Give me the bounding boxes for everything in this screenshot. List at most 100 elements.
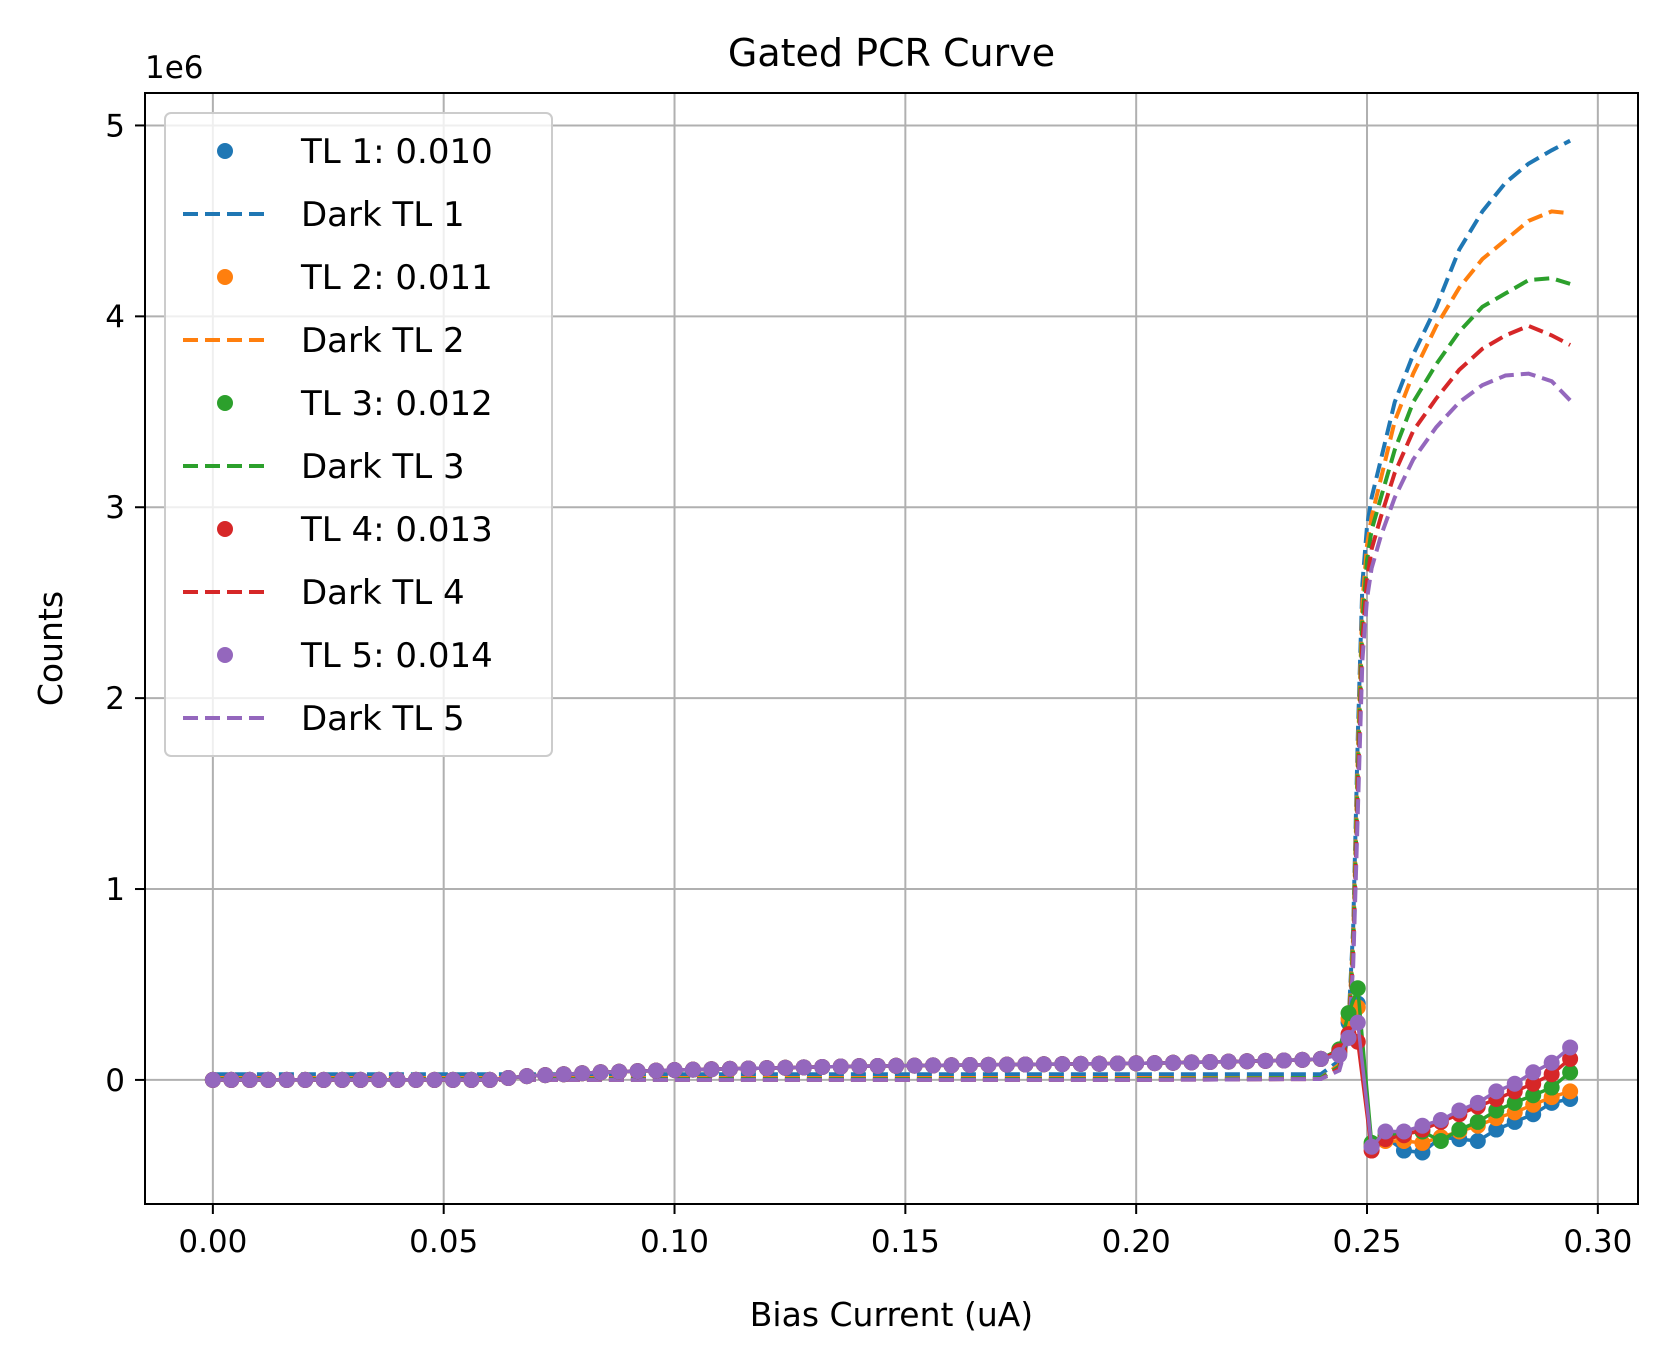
data-point <box>1340 1029 1357 1046</box>
chart-title: Gated PCR Curve <box>728 31 1055 75</box>
legend-entry: TL 2: 0.011 <box>217 258 493 298</box>
data-point <box>1451 1121 1468 1138</box>
data-point <box>1331 1047 1348 1064</box>
series-layer <box>204 138 1579 1161</box>
data-point <box>555 1066 572 1083</box>
axes-frame <box>144 92 1639 1205</box>
data-point <box>500 1070 517 1087</box>
data-point <box>574 1065 591 1082</box>
data-point <box>1035 1056 1052 1073</box>
legend-marker <box>217 521 233 537</box>
data-point <box>1525 1087 1542 1104</box>
legend: TL 1: 0.010 Dark TL 1 TL 2: 0.011 Dark TL 2… <box>164 112 553 757</box>
y-tick-label: 0 <box>105 1063 125 1099</box>
x-tick-label: 0.30 <box>1563 1224 1632 1260</box>
y-tick-label: 1 <box>105 872 125 908</box>
data-point <box>334 1071 351 1088</box>
data-point <box>1488 1102 1505 1119</box>
data-point <box>352 1071 369 1088</box>
data-point <box>1469 1133 1486 1150</box>
data-point <box>961 1057 978 1074</box>
data-point <box>1395 1123 1412 1140</box>
legend-entry: TL 4: 0.013 <box>217 510 493 550</box>
data-point <box>1525 1064 1542 1081</box>
data-point <box>463 1071 480 1088</box>
y-axis-label: Counts <box>31 591 70 706</box>
y-tick-label: 2 <box>105 681 125 717</box>
data-point <box>1183 1054 1200 1071</box>
legend-entry: TL 3: 0.012 <box>217 384 493 424</box>
data-point <box>315 1071 332 1088</box>
data-point <box>943 1057 960 1074</box>
data-point <box>426 1071 443 1088</box>
legend-entry: TL 5: 0.014 <box>217 636 493 676</box>
data-point <box>1562 1064 1579 1081</box>
data-point <box>611 1063 628 1080</box>
data-point <box>648 1062 665 1079</box>
data-point <box>1451 1102 1468 1119</box>
data-point <box>1091 1055 1108 1072</box>
legend-label: Dark TL 2 <box>301 321 465 361</box>
x-axis-label: Bias Current (uA) <box>750 1295 1033 1334</box>
legend-label: TL 2: 0.011 <box>300 258 493 298</box>
data-point <box>389 1071 406 1088</box>
legend-box <box>164 112 553 757</box>
data-point <box>906 1057 923 1074</box>
legend-label: TL 4: 0.013 <box>300 510 493 550</box>
dark-series-line <box>212 371 1572 1082</box>
data-point <box>758 1060 775 1077</box>
legend-label: Dark TL 1 <box>301 195 465 235</box>
legend-marker <box>217 269 233 285</box>
legend-label: TL 1: 0.010 <box>300 132 493 172</box>
data-point <box>1506 1094 1523 1111</box>
data-point <box>1525 1075 1542 1092</box>
data-point <box>1109 1055 1126 1072</box>
data-point <box>1543 1066 1560 1083</box>
data-point <box>1146 1055 1163 1072</box>
data-point <box>1238 1053 1255 1070</box>
data-point <box>721 1060 738 1077</box>
data-point <box>444 1071 461 1088</box>
data-point <box>371 1071 388 1088</box>
plot-area <box>204 138 1579 1161</box>
data-point <box>795 1059 812 1076</box>
data-point <box>740 1060 757 1077</box>
data-point <box>592 1064 609 1081</box>
data-point <box>260 1071 277 1088</box>
data-point <box>1488 1083 1505 1100</box>
legend-label: Dark TL 5 <box>301 699 465 739</box>
y-axis-offset-text: 1e6 <box>145 50 204 86</box>
legend-entry: Dark TL 1 <box>183 195 465 235</box>
x-tick-label: 0.15 <box>871 1224 940 1260</box>
data-point <box>1432 1133 1449 1150</box>
data-point <box>703 1061 720 1078</box>
data-point <box>1377 1123 1394 1140</box>
dark-series-line <box>212 138 1572 1077</box>
data-point <box>1432 1112 1449 1129</box>
data-point <box>1294 1051 1311 1068</box>
data-point <box>1414 1117 1431 1134</box>
data-point <box>1349 1014 1366 1031</box>
data-point <box>1506 1075 1523 1092</box>
y-tick-label: 5 <box>105 108 125 144</box>
y-tick-label: 3 <box>105 490 125 526</box>
legend-label: TL 5: 0.014 <box>300 636 493 676</box>
x-tick-label: 0.10 <box>640 1224 709 1260</box>
data-point <box>1128 1055 1145 1072</box>
data-point <box>1363 1138 1380 1155</box>
data-point <box>925 1057 942 1074</box>
x-tick-label: 0.05 <box>409 1224 478 1260</box>
legend-entry: Dark TL 4 <box>183 573 465 613</box>
data-point <box>278 1071 295 1088</box>
x-tick-label: 0.20 <box>1102 1224 1171 1260</box>
x-axis: 0.00 0.05 0.10 0.15 0.20 0.25 0.30 <box>178 1204 1632 1260</box>
data-point <box>1054 1056 1071 1073</box>
data-point <box>297 1071 314 1088</box>
legend-entry: Dark TL 5 <box>183 699 465 739</box>
data-point <box>1543 1054 1560 1071</box>
data-point <box>888 1057 905 1074</box>
data-point <box>1220 1053 1237 1070</box>
legend-entry: Dark TL 2 <box>183 321 465 361</box>
data-point <box>869 1057 886 1074</box>
